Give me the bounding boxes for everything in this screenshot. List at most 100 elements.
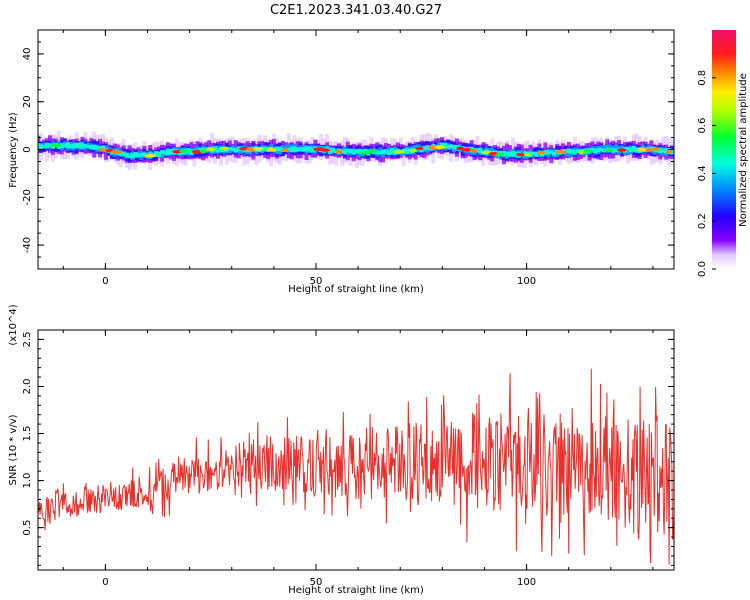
heatmap-hotspot [205,147,216,152]
heatmap-cell [301,147,306,152]
heatmap-cell [47,143,52,147]
heatmap-cell [546,150,551,155]
heatmap-hotspot [495,152,506,157]
heatmap-hotspot [616,148,627,152]
heatmap-cell [283,145,288,152]
x-tick-label: 100 [517,577,536,588]
heatmap-cell [384,149,389,154]
heatmap-cell [98,146,103,150]
heatmap-hotspot [409,148,417,153]
heatmap-cell [275,146,280,152]
heatmap-cell [478,147,483,154]
heatmap-cell [596,148,601,153]
heatmap-hotspot [219,146,229,151]
heatmap-cell [342,149,347,155]
heatmap-hotspot [645,148,652,152]
heatmap-cell [277,146,282,152]
colorbar-tick-label: 0.4 [697,165,708,181]
heatmap-cell [625,146,630,151]
figure-title: C2E1.2023.341.03.40.G27 [270,3,442,18]
heatmap-cell [590,148,595,152]
heatmap-cell [387,150,392,156]
heatmap-y-label: Frequency (Hz) [8,112,19,188]
heatmap-cell [39,144,44,149]
heatmap-hotspot [144,153,156,158]
heatmap-cell [216,148,221,153]
colorbar: 0.0 0.2 0.4 0.6 0.8 Normalized spectral ampl… [697,30,749,277]
heatmap-cell [522,151,527,156]
heatmap-hotspot [650,147,660,151]
colorbar-tick-label: 0.0 [697,261,708,277]
heatmap-cell [328,148,333,154]
heatmap-cell [440,142,445,149]
heatmap-cell [475,148,480,153]
heatmap-cell [154,151,159,157]
heatmap-hotspot [555,149,567,154]
heatmap-band [38,130,674,171]
snr-panel: 0 50 100 0.5 1.0 1.5 2.0 2.5 Height of straigh… [8,304,675,596]
heatmap-cell [357,149,362,154]
heatmap-panel: 0 50 100 40 20 0 -20 -40 Height of straight li… [8,29,675,295]
heatmap-cell [593,149,598,154]
heatmap-cell [407,149,412,154]
heatmap-cell [292,146,297,152]
snr-y-label: SNR (10 * v/v) [8,414,19,485]
heatmap-cell [289,146,294,153]
y-tick-label: -20 [22,189,33,205]
heatmap-cell [375,150,380,155]
heatmap-cell [572,150,577,155]
heatmap-cell [227,147,232,154]
heatmap-hotspot [516,152,526,157]
heatmap-cell [549,150,554,154]
heatmap-cell [614,144,619,153]
heatmap-cell [504,151,509,157]
x-tick-label: 0 [102,276,108,287]
x-tick-label: 50 [310,276,323,287]
heatmap-cell [165,149,170,155]
heatmap-y-ticks: 40 20 0 -20 -40 [22,29,674,270]
heatmap-cell [661,149,666,153]
heatmap-cell [92,144,97,150]
heatmap-hotspot [281,148,289,153]
heatmap-x-label: Height of straight line (km) [288,284,424,295]
heatmap-cell [625,146,630,155]
heatmap-x-ticks: 0 50 100 [62,30,654,287]
heatmap-cell [304,146,309,152]
colorbar-tick-label: 0.2 [697,213,708,229]
heatmap-cell [354,149,359,154]
heatmap-cell [189,149,194,155]
heatmap-hotspot [253,146,263,151]
heatmap-cell [552,151,557,156]
heatmap-cell [575,149,580,153]
y-tick-label: 40 [22,48,33,61]
heatmap-cell [513,152,518,157]
heatmap-hotspot [98,148,107,152]
heatmap-hotspot [110,150,123,154]
heatmap-cell [280,145,285,152]
heatmap-cell [631,146,636,152]
y-tick-label: 2.0 [22,379,33,395]
heatmap-cell [80,143,85,149]
heatmap-hotspot [393,149,406,154]
heatmap-cell [664,148,669,154]
heatmap-hotspot [536,151,545,155]
y-tick-label: 1.5 [22,426,33,442]
heatmap-cell [307,146,312,152]
heatmap-cell [157,151,162,158]
x-tick-label: 100 [517,276,536,287]
heatmap-cell [83,144,88,148]
y-tick-label: 2.5 [22,331,33,347]
heatmap-hotspot [461,147,472,152]
heatmap-cell [404,148,409,154]
heatmap-hotspot [434,145,446,149]
heatmap-cell [68,144,73,149]
heatmap-cell [95,145,100,150]
snr-frame [37,329,675,571]
heatmap-cell [186,148,191,154]
heatmap-hotspot [636,148,648,152]
heatmap-cell [38,143,41,148]
heatmap-cell [86,144,91,149]
heatmap-cell [59,143,64,149]
y-tick-label: 0 [22,146,33,152]
